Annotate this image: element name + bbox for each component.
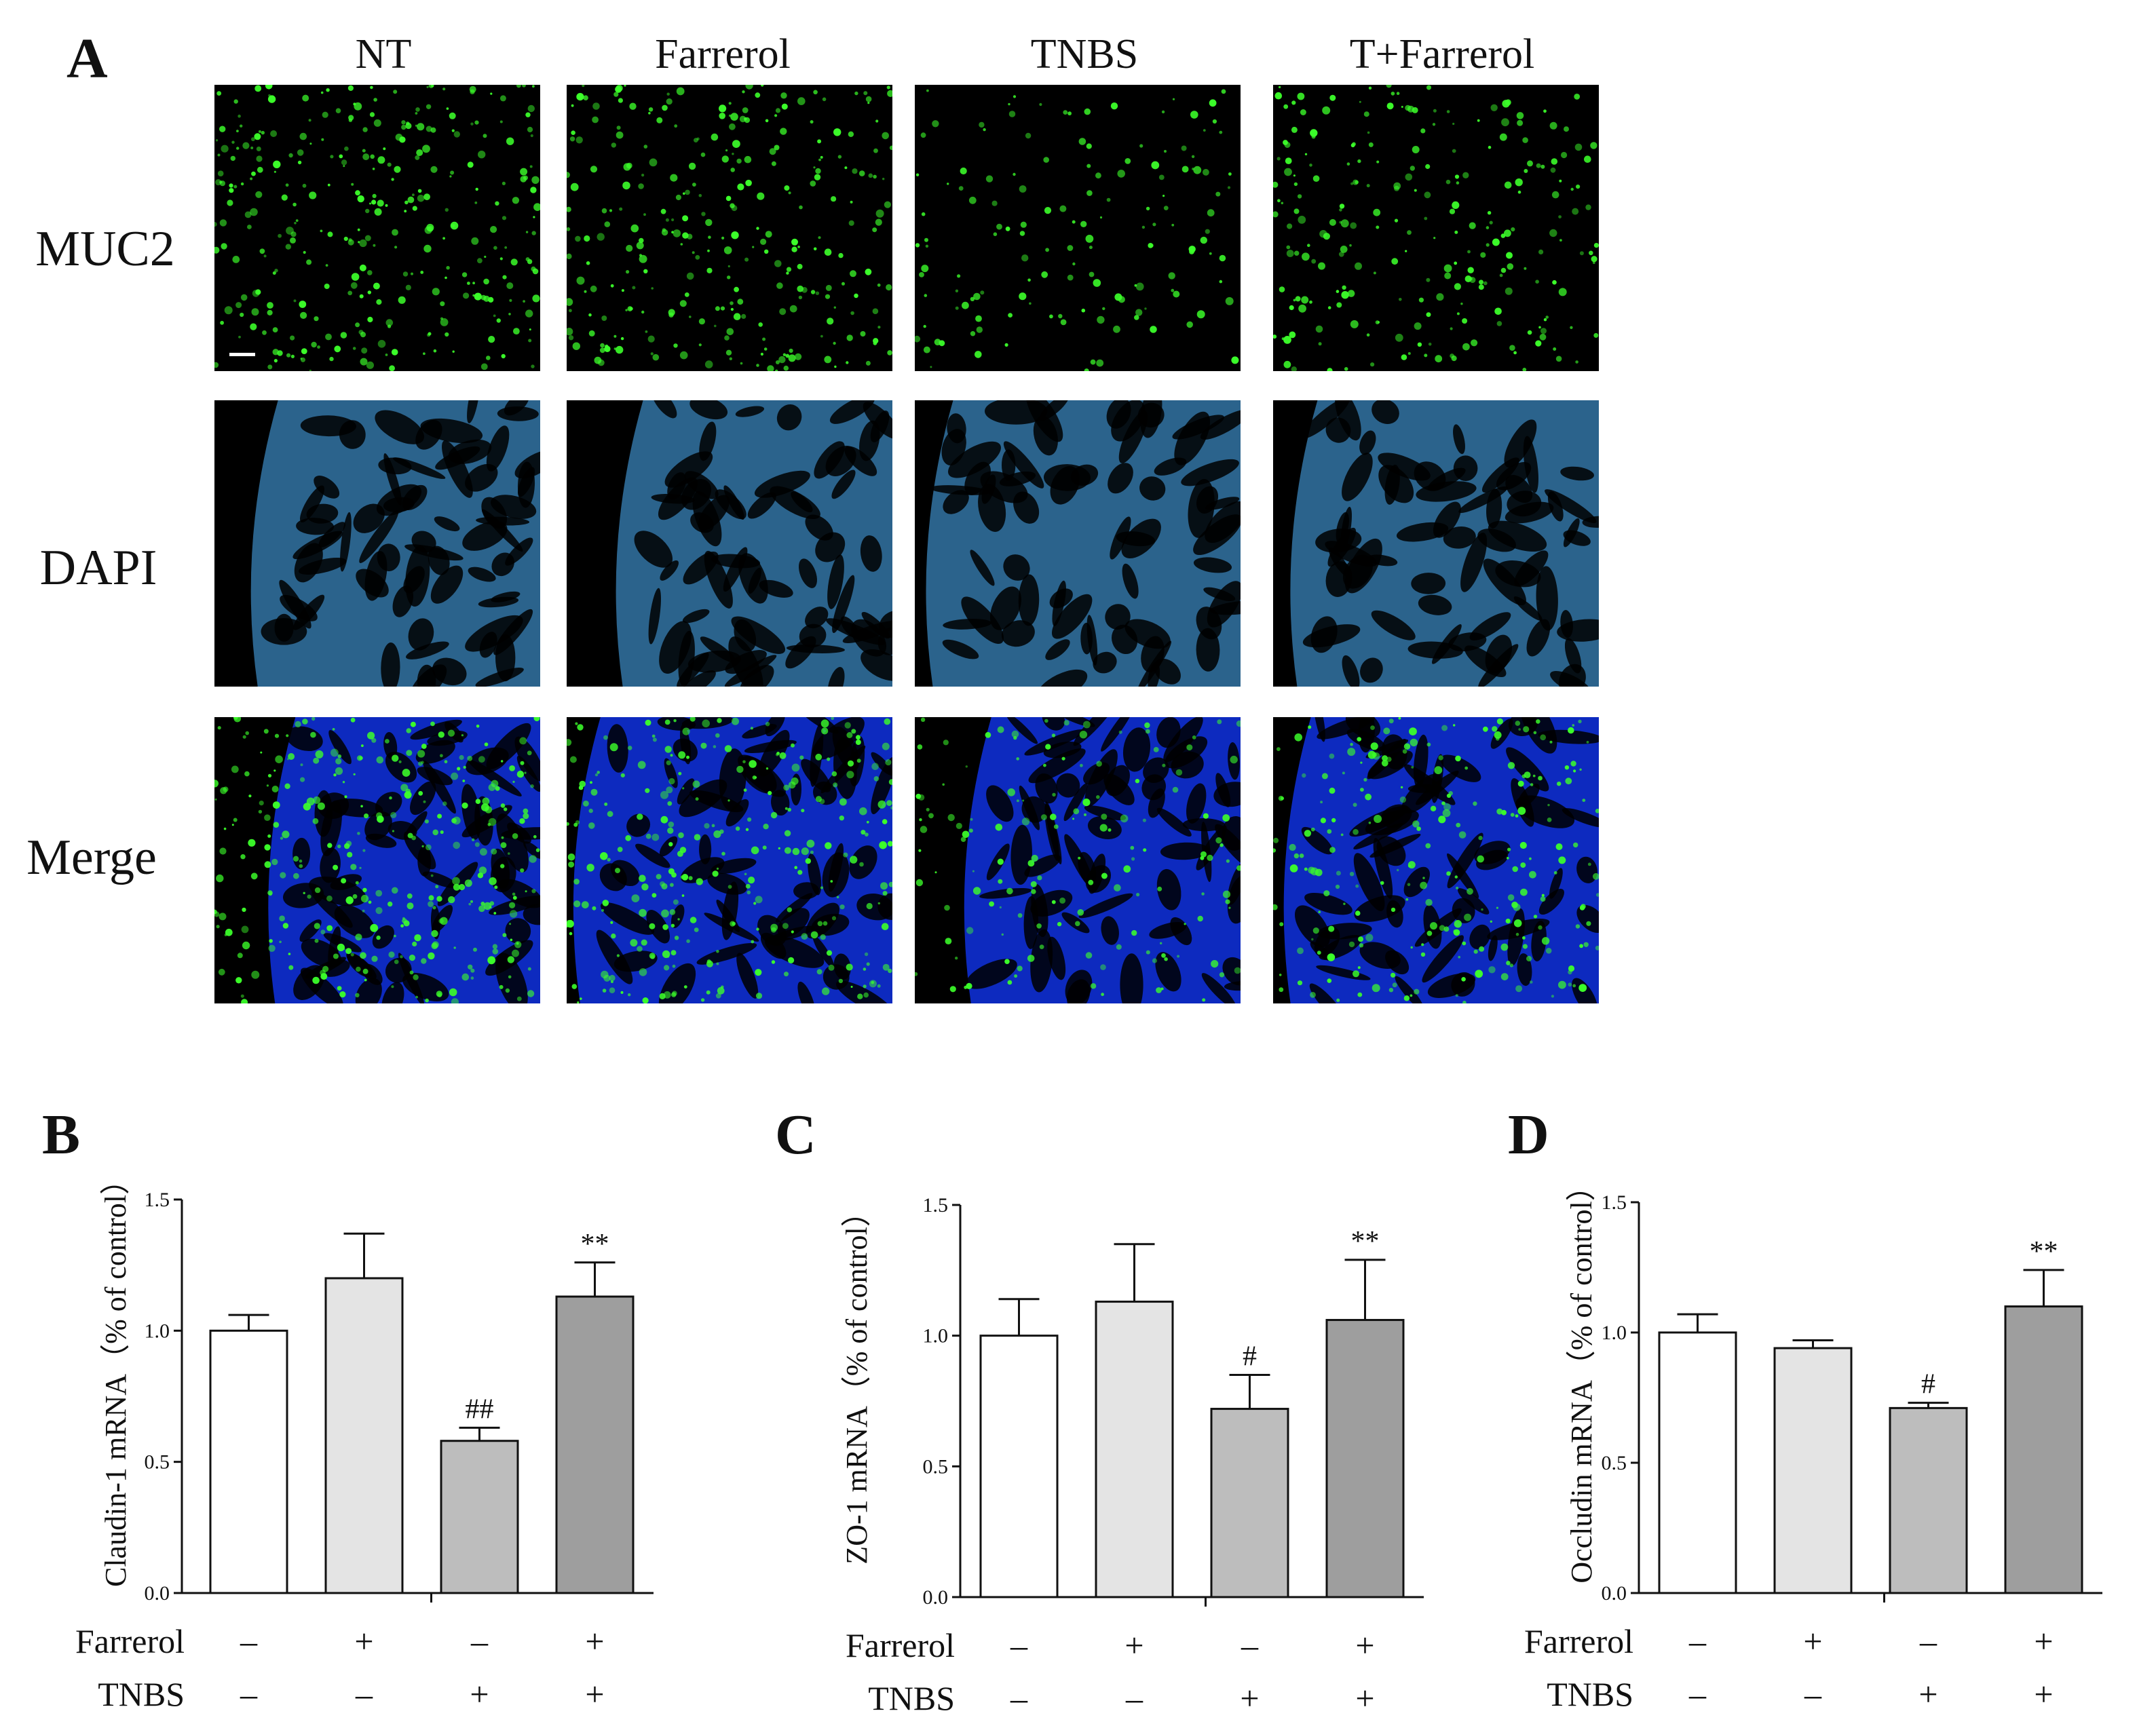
condition-value: – — [1125, 1679, 1143, 1717]
condition-value: + — [1240, 1679, 1259, 1717]
column-label-t-farrerol: T+Farrerol — [1349, 31, 1535, 77]
condition-label-farrerol: Farrerol — [1524, 1622, 1633, 1660]
condition-value: + — [1918, 1675, 1937, 1713]
bar-1 — [1658, 1331, 1737, 1594]
bar-4 — [555, 1295, 635, 1594]
y-tick-label: 0.0 — [1602, 1582, 1627, 1605]
significance-label-4: ** — [581, 1229, 609, 1260]
condition-label-tnbs: TNBS — [1547, 1675, 1633, 1713]
condition-value: + — [2034, 1622, 2053, 1660]
condition-value: – — [1688, 1675, 1707, 1713]
condition-value: – — [1010, 1626, 1028, 1664]
scale-bar — [229, 353, 255, 356]
panel-letter-d: D — [1508, 1103, 1549, 1166]
significance-label-4: ** — [2030, 1236, 2058, 1267]
condition-value: – — [240, 1675, 258, 1713]
y-tick-label: 1.0 — [923, 1325, 949, 1347]
significance-label-3: # — [1243, 1341, 1257, 1372]
micrograph-merge-nt — [214, 717, 540, 1003]
significance-label-4: ** — [1351, 1226, 1380, 1257]
y-tick-label: 1.5 — [1602, 1191, 1627, 1214]
condition-value: + — [1124, 1626, 1143, 1664]
row-label-muc2: MUC2 — [35, 221, 175, 277]
condition-value: – — [470, 1622, 489, 1660]
bar-1 — [979, 1335, 1059, 1598]
significance-label-3: # — [1921, 1369, 1935, 1400]
condition-value: + — [1355, 1626, 1374, 1664]
y-tick-label: 1.0 — [1602, 1322, 1627, 1344]
condition-value: + — [1803, 1622, 1822, 1660]
bar-4 — [2004, 1305, 2083, 1594]
y-tick-label: 0.0 — [923, 1586, 949, 1609]
micrograph-muc2-nt — [214, 85, 540, 371]
micrograph-merge-tnbs — [915, 717, 1241, 1003]
significance-label-3: ## — [466, 1394, 494, 1425]
condition-label-tnbs: TNBS — [98, 1675, 185, 1713]
column-label-tnbs: TNBS — [1030, 31, 1139, 77]
y-tick-label: 0.5 — [145, 1451, 170, 1474]
chart-zo-1: C ZO-1 mRNA（% of control） 0.0 0.5 1.0 1.5 # ** F… — [775, 1103, 1424, 1717]
y-axis-label: Claudin-1 mRNA（% of control） — [99, 1165, 132, 1587]
condition-value: – — [1919, 1622, 1937, 1660]
panel-letter-a: A — [67, 27, 108, 90]
y-axis-label: ZO-1 mRNA（% of control） — [840, 1197, 873, 1564]
panel-letter-b: B — [42, 1103, 80, 1166]
row-label-dapi: DAPI — [39, 540, 157, 596]
y-tick-label: 1.5 — [923, 1194, 949, 1216]
condition-value: – — [1804, 1675, 1822, 1713]
column-label-nt: NT — [355, 31, 412, 77]
y-tick-label: 0.5 — [1602, 1452, 1627, 1474]
condition-value: + — [470, 1675, 489, 1713]
bar-2 — [1095, 1301, 1174, 1598]
condition-value: + — [585, 1675, 604, 1713]
bar-3 — [1889, 1406, 1968, 1594]
micrograph-muc2-t-farrerol — [1273, 85, 1599, 371]
row-label-merge: Merge — [26, 830, 157, 885]
micrograph-dapi-farrerol — [567, 400, 892, 687]
condition-value: + — [2034, 1675, 2053, 1713]
condition-value: – — [1688, 1622, 1707, 1660]
condition-label-farrerol: Farrerol — [75, 1622, 185, 1660]
bar-2 — [1773, 1347, 1853, 1594]
condition-label-tnbs: TNBS — [868, 1679, 955, 1717]
bar-3 — [440, 1440, 519, 1594]
y-tick-label: 0.0 — [145, 1582, 170, 1605]
bar-2 — [324, 1277, 404, 1594]
condition-value: – — [1241, 1626, 1259, 1664]
y-tick-label: 1.5 — [145, 1189, 170, 1211]
bar-3 — [1210, 1408, 1289, 1598]
condition-value: – — [240, 1622, 258, 1660]
micrograph-merge-farrerol — [567, 717, 892, 1003]
y-tick-label: 0.5 — [923, 1455, 949, 1478]
bar-4 — [1325, 1319, 1405, 1598]
micrograph-dapi-nt — [214, 400, 540, 687]
micrograph-dapi-t-farrerol — [1273, 400, 1599, 687]
condition-value: + — [1355, 1679, 1374, 1717]
condition-value: – — [1010, 1679, 1028, 1717]
column-label-farrerol: Farrerol — [655, 31, 791, 77]
bar-1 — [209, 1329, 288, 1594]
micrograph-merge-t-farrerol — [1273, 717, 1599, 1003]
chart-claudin-1: B Claudin-1 mRNA（% of control） 0.0 0.5 1.0 1.… — [42, 1103, 654, 1713]
condition-label-farrerol: Farrerol — [846, 1626, 955, 1664]
panel-letter-c: C — [775, 1103, 816, 1166]
micrograph-muc2-farrerol — [567, 85, 892, 371]
chart-occludin: D Occludin mRNA（% of control）0.0 0.5 1.0 1.5… — [1508, 1103, 2102, 1713]
micrograph-muc2-tnbs — [915, 85, 1241, 371]
condition-value: + — [585, 1622, 604, 1660]
condition-value: – — [355, 1675, 373, 1713]
y-tick-label: 1.0 — [145, 1320, 170, 1342]
condition-value: + — [354, 1622, 373, 1660]
micrograph-dapi-tnbs — [915, 400, 1241, 687]
y-axis-label: Occludin mRNA（% of control） — [1565, 1171, 1598, 1583]
